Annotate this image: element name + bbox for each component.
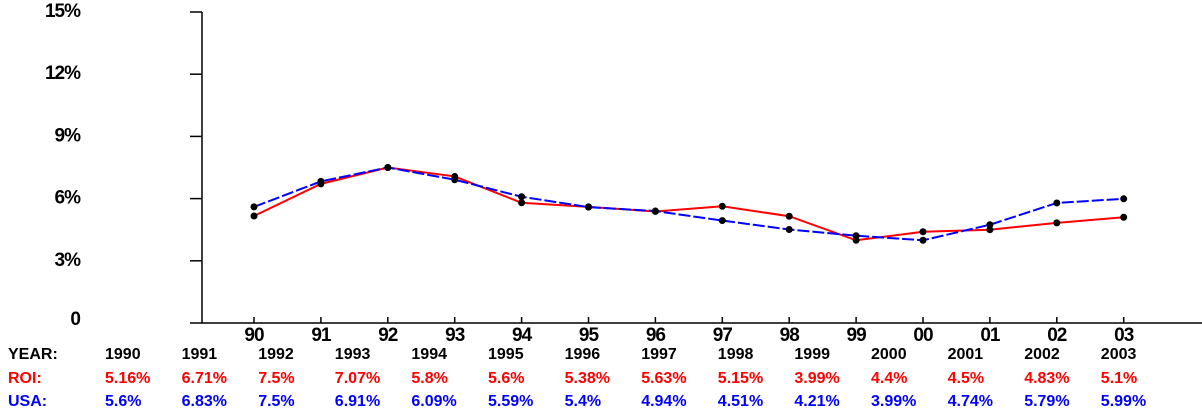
table-value: 7.5% [258, 393, 294, 410]
data-point [785, 225, 793, 233]
table-value: 4.83% [1024, 370, 1069, 387]
data-point [384, 164, 392, 171]
table-year: 1994 [411, 346, 447, 363]
table-value: 5.16% [105, 370, 150, 387]
data-point [518, 199, 526, 207]
table-value: 7.5% [258, 370, 294, 387]
table-row-label: ROI: [8, 370, 42, 387]
data-point [1120, 195, 1128, 203]
data-point [250, 212, 258, 220]
data-point [651, 207, 659, 215]
y-tick-label: 3% [55, 250, 82, 271]
x-tick-label: 96 [646, 325, 666, 346]
data-point [986, 221, 994, 229]
table-year: 1993 [335, 346, 371, 363]
x-tick-label: 02 [1047, 325, 1067, 346]
table-year: 2002 [1024, 346, 1060, 363]
x-tick-label: 91 [311, 325, 332, 346]
table-year: 2000 [871, 346, 907, 363]
table-year: 1990 [105, 346, 141, 363]
table-year: 2003 [1101, 346, 1137, 363]
table-row-label: USA: [8, 393, 47, 410]
table-value: 4.4% [871, 370, 907, 387]
x-tick-label: 95 [579, 325, 600, 346]
x-tick-label: 00 [913, 325, 933, 346]
table-value: 7.07% [335, 370, 380, 387]
data-point [518, 193, 526, 201]
table-value: 4.94% [641, 393, 686, 410]
table-value: 3.99% [871, 393, 916, 410]
data-point [718, 202, 726, 210]
table-value: 5.6% [488, 370, 524, 387]
table-row-label: YEAR: [8, 346, 58, 363]
y-tick-label: 15% [45, 1, 81, 22]
data-point [986, 226, 994, 234]
table-value: 4.51% [718, 393, 763, 410]
table-value: 3.99% [794, 370, 839, 387]
data-point [317, 177, 325, 185]
table-value: 4.21% [794, 393, 839, 410]
x-tick-label: 92 [378, 325, 398, 346]
table-value: 5.4% [565, 393, 601, 410]
table-value: 5.15% [718, 370, 763, 387]
x-tick-label: 99 [847, 325, 867, 346]
table-year: 1997 [641, 346, 677, 363]
table-value: 5.8% [411, 370, 447, 387]
data-point [785, 212, 793, 220]
y-tick-label: 0 [70, 309, 80, 330]
table-year: 1992 [258, 346, 294, 363]
table-value: 5.99% [1101, 393, 1146, 410]
x-tick-label: 03 [1114, 325, 1134, 346]
table-year: 1995 [488, 346, 524, 363]
y-tick-label: 6% [55, 188, 82, 209]
table-year: 2001 [948, 346, 984, 363]
table-year: 1999 [794, 346, 830, 363]
table-value: 5.1% [1101, 370, 1137, 387]
data-point [1053, 199, 1061, 207]
table-value: 5.59% [488, 393, 533, 410]
data-point [1120, 213, 1128, 221]
table-value: 4.74% [948, 393, 993, 410]
table-value: 5.63% [641, 370, 686, 387]
x-tick-label: 98 [780, 325, 800, 346]
data-point [451, 176, 459, 184]
data-point [852, 232, 860, 240]
y-tick-label: 9% [55, 125, 82, 146]
x-tick-label: 90 [244, 325, 264, 346]
y-tick-label: 12% [45, 63, 81, 84]
x-tick-label: 93 [445, 325, 465, 346]
table-value: 5.38% [565, 370, 610, 387]
table-value: 6.71% [182, 370, 227, 387]
table-year: 1998 [718, 346, 754, 363]
series-line [253, 166, 1124, 242]
x-tick-label: 01 [980, 325, 1001, 346]
x-tick-label: 94 [512, 325, 533, 346]
data-point [1053, 219, 1061, 227]
data-point [250, 203, 258, 211]
table-year: 1991 [182, 346, 218, 363]
table-value: 4.5% [948, 370, 984, 387]
table-value: 6.83% [182, 393, 227, 410]
x-tick-label: 97 [713, 325, 733, 346]
table-value: 6.09% [411, 393, 456, 410]
table-value: 6.91% [335, 393, 380, 410]
table-year: 1996 [565, 346, 601, 363]
data-point [585, 203, 592, 211]
table-value: 5.6% [105, 393, 141, 410]
data-point [919, 228, 927, 236]
table-value: 5.79% [1024, 393, 1069, 410]
data-point [919, 236, 927, 244]
data-point [718, 217, 726, 225]
